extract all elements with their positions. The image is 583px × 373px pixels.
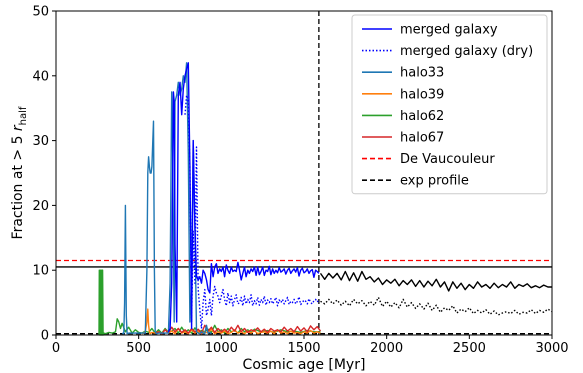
y-axis-label-main: Fraction at > 5 xyxy=(10,131,26,239)
y-tick-label: 30 xyxy=(32,134,49,149)
y-axis-label: Fraction at > 5 rhalf xyxy=(10,106,29,239)
x-axis-label: Cosmic age [Myr] xyxy=(243,357,366,373)
legend-box xyxy=(351,14,548,195)
x-tick-label: 0 xyxy=(52,341,60,356)
x-tick-label: 1000 xyxy=(205,341,238,356)
legend-label: halo67 xyxy=(400,131,444,146)
y-axis-label-sub: half xyxy=(18,106,29,125)
y-tick-label: 50 xyxy=(32,5,49,20)
x-tick-label: 2500 xyxy=(453,341,486,356)
y-tick-label: 40 xyxy=(32,69,49,84)
series-merged-galaxy xyxy=(167,62,320,333)
series-halo67 xyxy=(154,324,322,335)
series-dotted-black xyxy=(320,296,553,316)
legend-label: merged galaxy xyxy=(400,23,498,38)
series-solid-black xyxy=(319,270,552,292)
legend-label: halo33 xyxy=(400,66,444,81)
x-axis: 0 500 1000 1500 2000 2500 3000 xyxy=(52,335,569,356)
x-tick-label: 2000 xyxy=(370,341,403,356)
y-tick-label: 20 xyxy=(32,199,49,214)
legend-label: halo62 xyxy=(400,109,444,124)
series-merged-galaxy-dry xyxy=(184,94,320,330)
x-tick-label: 3000 xyxy=(535,341,568,356)
legend: merged galaxy merged galaxy (dry) halo33 ha… xyxy=(351,14,548,195)
legend-label: exp profile xyxy=(400,174,469,189)
y-axis: 0 10 20 30 40 50 xyxy=(32,5,56,344)
x-tick-label: 500 xyxy=(126,341,151,356)
x-tick-label: 1500 xyxy=(287,341,320,356)
series-layer xyxy=(98,62,553,336)
legend-label: merged galaxy (dry) xyxy=(400,44,533,59)
y-tick-label: 0 xyxy=(41,329,49,344)
y-axis-label-r: r xyxy=(10,124,26,131)
series-halo33 xyxy=(121,62,212,335)
legend-label: halo39 xyxy=(400,87,444,102)
legend-label: De Vaucouleur xyxy=(400,152,495,167)
y-tick-label: 10 xyxy=(32,264,49,279)
